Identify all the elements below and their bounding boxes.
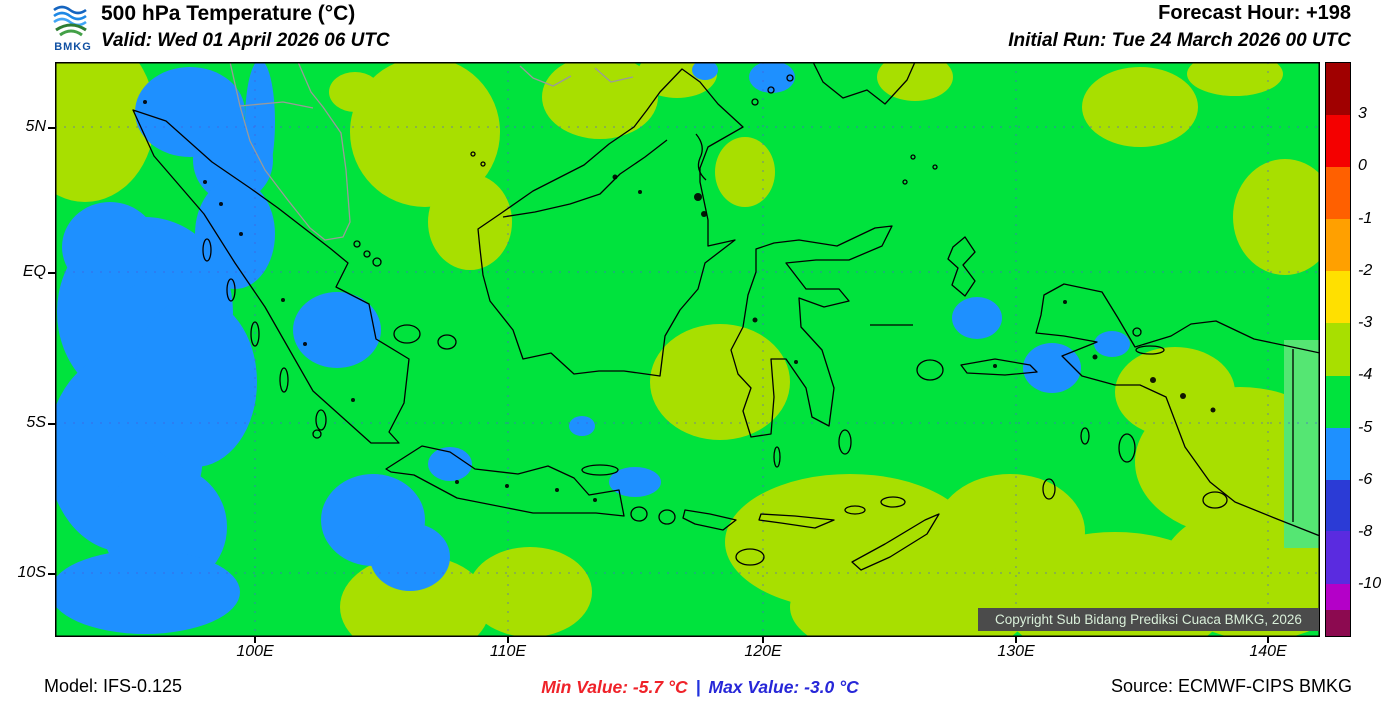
axis-tick	[48, 573, 55, 575]
colorbar-tick-label: -8	[1358, 523, 1373, 540]
page-title: 500 hPa Temperature (°C)	[101, 2, 356, 25]
colorbar-segment	[1326, 63, 1350, 115]
bmkg-logo: BMKG	[46, 3, 100, 53]
colorbar-segment	[1326, 375, 1350, 428]
colorbar-tick-label: -4	[1358, 366, 1373, 383]
colorbar-tick-label: -1	[1358, 210, 1373, 227]
axis-tick	[1015, 637, 1017, 643]
colorbar-segment	[1326, 166, 1350, 220]
colorbar-tick-label: -2	[1358, 262, 1373, 279]
temperature-fills	[55, 62, 1320, 637]
colorbar-tick-label: -5	[1358, 419, 1373, 436]
axis-tick	[48, 272, 55, 274]
min-max-values: Min Value: -5.7 °C | Max Value: -3.0 °C	[541, 677, 859, 698]
colorbar-segment	[1326, 271, 1350, 324]
source-label: Source: ECMWF-CIPS BMKG	[1110, 676, 1352, 696]
bmkg-logo-text: BMKG	[54, 41, 92, 53]
axis-tick	[48, 127, 55, 129]
max-value-label: Max Value: -3.0 °C	[708, 677, 859, 697]
model-label: Model: IFS-0.125	[44, 676, 183, 696]
colorbar-segment	[1326, 323, 1350, 376]
map-canvas	[55, 62, 1320, 637]
colorbar-tick-label: -10	[1358, 575, 1382, 592]
valid-time-label: Valid: Wed 01 April 2026 06 UTC	[101, 30, 390, 51]
colorbar-segment	[1326, 531, 1350, 585]
colorbar-segment	[1326, 610, 1350, 636]
colorbar-tick-labels: 3 0 -1 -2 -3 -4 -5 -6 -8 -10	[1358, 62, 1400, 637]
map-border	[55, 62, 1320, 637]
forecast-hour-label: Forecast Hour: +198	[1158, 2, 1351, 24]
colorbar-segment	[1326, 219, 1350, 272]
colorbar-tick-label: -3	[1358, 314, 1373, 331]
coastlines	[132, 62, 1320, 571]
mainland-borders	[229, 62, 634, 241]
copyright-overlay: Copyright Sub Bidang Prediksi Cuaca BMKG…	[978, 608, 1319, 631]
axis-tick	[762, 637, 764, 643]
lon-label: 130E	[997, 643, 1035, 660]
colorbar-segment	[1326, 584, 1350, 611]
axis-tick	[507, 637, 509, 643]
colorbar-tick-label: 0	[1358, 157, 1367, 174]
initial-run-label: Initial Run: Tue 24 March 2026 00 UTC	[1008, 30, 1351, 51]
colorbar-tick-label: -6	[1358, 471, 1373, 488]
axis-tick	[254, 637, 256, 643]
axis-tick	[48, 423, 55, 425]
lat-label: 10S	[17, 564, 46, 581]
colorbar-segment	[1326, 427, 1350, 480]
colorbar	[1325, 62, 1351, 637]
colorbar-segment	[1326, 114, 1350, 167]
min-value-label: Min Value: -5.7 °C	[541, 677, 688, 697]
lon-label: 110E	[489, 643, 527, 660]
lon-label: 140E	[1249, 643, 1287, 660]
lat-label: 5N	[25, 118, 46, 135]
min-max-separator: |	[695, 677, 701, 697]
lat-label: EQ	[22, 263, 46, 280]
colorbar-segment	[1326, 479, 1350, 532]
terrain-specks	[143, 100, 1216, 502]
lon-label: 100E	[236, 643, 274, 660]
colorbar-tick-label: 3	[1358, 105, 1367, 122]
lat-label: 5S	[26, 414, 46, 431]
bmkg-logo-icon	[53, 5, 87, 37]
gridlines	[55, 62, 1320, 637]
axis-tick	[1267, 637, 1269, 643]
lon-label: 120E	[744, 643, 782, 660]
